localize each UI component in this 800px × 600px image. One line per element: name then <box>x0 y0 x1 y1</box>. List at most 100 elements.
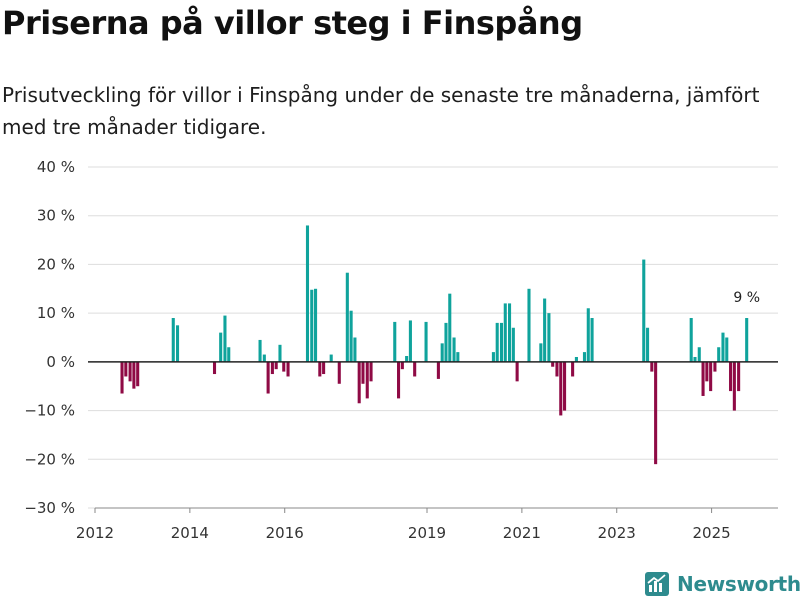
bar-negative <box>732 361 736 411</box>
bar-positive <box>646 327 650 362</box>
bar-positive <box>642 259 646 362</box>
bar-positive <box>440 343 444 362</box>
bar-positive <box>349 310 353 362</box>
bar-positive <box>499 322 504 362</box>
bar-negative <box>212 361 217 375</box>
bar-positive <box>582 352 587 362</box>
axes: 40 % 30 % 20 % 10 % 0 % −10 % −20 % −30 %2012 20… <box>24 158 778 542</box>
y-tick-label: 0 % <box>46 353 75 371</box>
bar-positive <box>590 318 594 362</box>
bar-negative <box>357 361 361 404</box>
y-tick-label: −20 % <box>24 450 75 468</box>
bars <box>120 225 749 465</box>
y-tick-label: −10 % <box>24 402 75 420</box>
bar-negative <box>705 361 709 382</box>
bar-positive <box>456 352 460 362</box>
bar-negative <box>559 361 563 416</box>
bar-negative <box>282 361 286 372</box>
bar-positive <box>171 318 175 362</box>
bar-negative <box>713 361 717 372</box>
bar-positive <box>310 289 314 362</box>
bar-positive <box>444 322 448 362</box>
newsworthy-logo-icon <box>645 572 669 596</box>
bar-positive <box>405 356 409 362</box>
bar-negative <box>128 361 132 382</box>
bar-positive <box>547 313 551 362</box>
bar-positive <box>721 332 725 362</box>
bar-positive <box>448 293 452 362</box>
bar-negative <box>413 361 417 377</box>
bar-positive <box>745 318 749 362</box>
bar-positive <box>503 303 507 362</box>
data-labels: 9 % <box>733 290 760 306</box>
bar-positive <box>408 320 412 362</box>
bar-positive <box>508 303 512 362</box>
bar-positive <box>329 354 333 362</box>
bar-positive <box>227 347 231 362</box>
bar-negative <box>397 361 401 399</box>
bar-negative <box>729 361 733 392</box>
bar-negative <box>318 361 322 377</box>
bar-positive <box>353 337 357 362</box>
chart-title: Priserna på villor steg i Finspång <box>2 4 583 42</box>
bar-positive <box>574 356 578 362</box>
bar-positive <box>527 288 531 362</box>
bar-negative <box>650 361 654 372</box>
bar-negative <box>274 361 278 370</box>
brand-name: Newsworthy <box>677 572 800 596</box>
bar-positive <box>491 352 495 362</box>
bar-positive <box>305 225 310 362</box>
bar-positive <box>543 298 547 362</box>
bar-negative <box>555 361 559 377</box>
bar-positive <box>223 315 227 362</box>
bar-positive <box>693 356 697 362</box>
data-label: 9 % <box>733 290 760 306</box>
y-tick-label: −30 % <box>24 499 75 517</box>
bar-negative <box>124 361 128 377</box>
bar-positive <box>717 347 721 362</box>
bar-positive <box>495 322 499 362</box>
bar-positive <box>452 337 456 362</box>
bar-negative <box>361 361 365 384</box>
bar-negative <box>436 361 440 379</box>
bar-negative <box>266 361 270 394</box>
bar-negative <box>709 361 713 392</box>
bar-positive <box>345 272 349 362</box>
bar-positive <box>258 339 262 362</box>
chart-subtitle: Prisutveckling för villor i Finspång und… <box>2 83 760 139</box>
bar-negative <box>132 361 136 389</box>
bar-negative <box>322 361 326 375</box>
bar-positive <box>697 347 701 362</box>
bar-negative <box>737 361 741 392</box>
bar-positive <box>278 344 282 362</box>
bar-negative <box>551 361 555 367</box>
x-tick-label: 2025 <box>693 524 731 542</box>
bar-positive <box>314 288 318 362</box>
y-tick-label: 30 % <box>37 207 75 225</box>
gridlines <box>88 166 778 509</box>
x-tick-label: 2012 <box>76 524 114 542</box>
bar-positive <box>725 337 729 362</box>
bar-negative <box>563 361 567 411</box>
bar-negative <box>120 361 124 394</box>
bar-positive <box>262 354 266 362</box>
bar-negative <box>270 361 274 375</box>
bar-positive <box>586 308 590 362</box>
x-tick-label: 2016 <box>266 524 304 542</box>
bar-positive <box>393 321 397 362</box>
bar-negative <box>654 361 658 465</box>
bar-negative <box>365 361 369 399</box>
bar-negative <box>136 361 140 387</box>
bar-negative <box>400 361 404 370</box>
x-tick-label: 2023 <box>598 524 636 542</box>
x-tick-label: 2019 <box>408 524 446 542</box>
x-tick-label: 2014 <box>171 524 209 542</box>
bar-negative <box>286 361 290 377</box>
brand-logo: Newsworthy <box>645 568 800 600</box>
y-tick-label: 40 % <box>37 158 75 176</box>
y-tick-label: 10 % <box>37 304 75 322</box>
bar-positive <box>539 343 543 362</box>
bar-positive <box>689 318 693 362</box>
y-tick-label: 20 % <box>37 255 75 273</box>
bar-positive <box>511 327 515 362</box>
